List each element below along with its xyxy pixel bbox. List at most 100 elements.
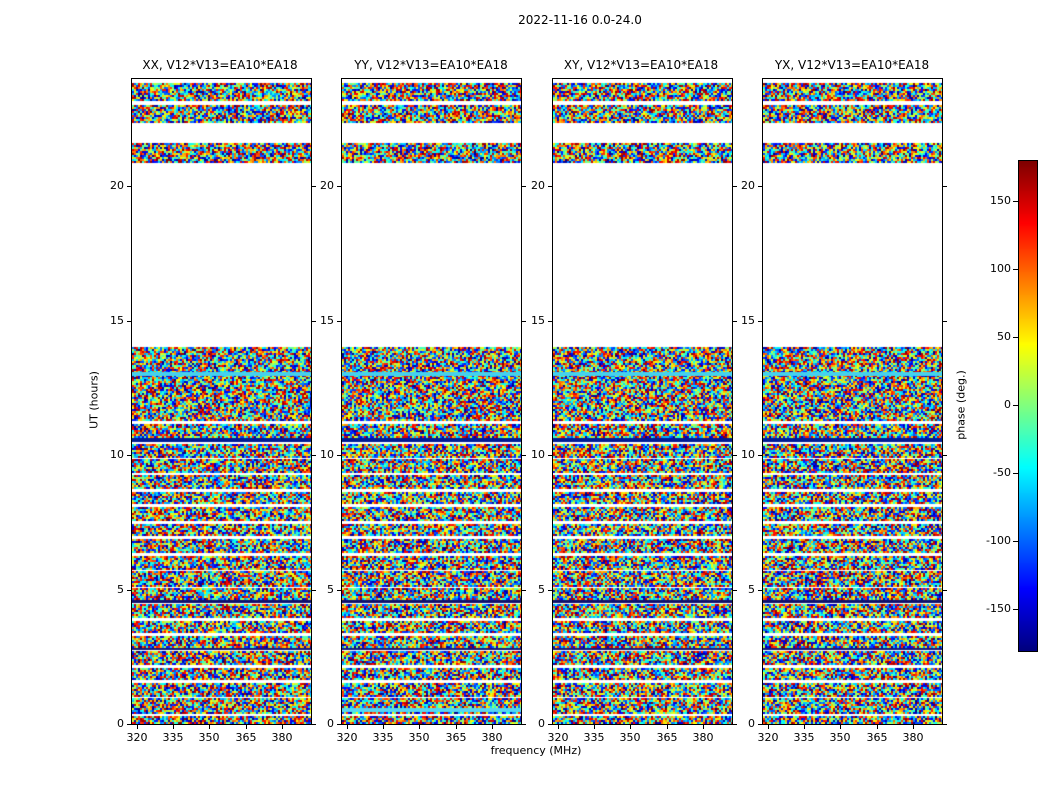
x-tick [282,725,283,729]
y-tick [943,590,947,591]
heatmap-canvas-xx [132,79,311,724]
y-tick [943,186,947,187]
heatmap-canvas-yx [763,79,942,724]
y-tick [127,321,131,322]
x-tick-label: 365 [656,731,678,744]
heatmap-panel-yy [341,78,522,725]
y-tick [733,455,737,456]
heatmap-canvas-yy [342,79,521,724]
y-tick [548,321,552,322]
x-tick-label: 335 [793,731,815,744]
y-tick [522,455,526,456]
panel-title-yy: YY, V12*V13=EA10*EA18 [354,58,508,72]
y-tick-label: 5 [117,583,124,596]
x-tick [667,725,668,729]
y-tick-label: 15 [531,314,545,327]
panel-title-yx: YX, V12*V13=EA10*EA18 [774,58,930,72]
x-tick-label: 350 [829,731,851,744]
y-tick [943,455,947,456]
y-tick [733,186,737,187]
y-tick-label: 20 [110,179,124,192]
y-tick-label: 10 [110,448,124,461]
x-tick-label: 365 [445,731,467,744]
y-tick [522,186,526,187]
y-tick [337,724,341,725]
x-tick-label: 350 [198,731,220,744]
x-tick-label: 380 [692,731,714,744]
heatmap-panel-xy [552,78,733,725]
x-tick-label: 320 [126,731,148,744]
y-tick-label: 0 [117,717,124,730]
y-tick [337,186,341,187]
y-axis-label: UT (hours) [87,371,101,429]
colorbar-tick [1013,473,1018,474]
colorbar-label: phase (deg.) [954,370,968,440]
y-tick [312,455,316,456]
panel-title-xx: XX, V12*V13=EA10*EA18 [142,58,298,72]
heatmap-canvas-xy [553,79,732,724]
x-tick [456,725,457,729]
y-tick-label: 0 [748,717,755,730]
x-tick-label: 320 [547,731,569,744]
colorbar-tick-label: 50 [997,330,1011,343]
y-tick-label: 0 [538,717,545,730]
x-tick-label: 380 [271,731,293,744]
y-tick-label: 15 [320,314,334,327]
x-tick [594,725,595,729]
x-tick-label: 320 [757,731,779,744]
x-tick [383,725,384,729]
y-tick-label: 15 [110,314,124,327]
x-tick [173,725,174,729]
y-tick [312,321,316,322]
y-tick [312,186,316,187]
colorbar-tick-label: 100 [990,262,1011,275]
colorbar-tick-label: 0 [1004,398,1011,411]
y-tick-label: 5 [538,583,545,596]
colorbar-tick-label: -50 [993,466,1011,479]
x-tick-label: 335 [583,731,605,744]
y-tick [758,186,762,187]
y-tick [337,321,341,322]
x-axis-label: frequency (MHz) [490,744,582,757]
x-tick [492,725,493,729]
y-tick-label: 0 [327,717,334,730]
heatmap-panel-xx [131,78,312,725]
x-tick [347,725,348,729]
x-tick [840,725,841,729]
y-tick [522,321,526,322]
y-tick [733,590,737,591]
colorbar-tick-label: 150 [990,194,1011,207]
y-tick-label: 10 [320,448,334,461]
heatmap-panel-yx [762,78,943,725]
y-tick [548,186,552,187]
y-tick [758,321,762,322]
y-tick [522,724,526,725]
colorbar-tick [1013,269,1018,270]
y-tick [312,724,316,725]
y-tick [943,321,947,322]
colorbar-tick [1013,337,1018,338]
y-tick [943,724,947,725]
colorbar-canvas [1019,161,1037,651]
x-tick [630,725,631,729]
x-tick-label: 350 [619,731,641,744]
y-tick-label: 10 [741,448,755,461]
colorbar [1018,160,1038,652]
x-tick-label: 365 [866,731,888,744]
x-tick-label: 365 [235,731,257,744]
x-tick-label: 320 [336,731,358,744]
x-tick [419,725,420,729]
x-tick [768,725,769,729]
x-tick [804,725,805,729]
y-tick [312,590,316,591]
x-tick [913,725,914,729]
y-tick [522,590,526,591]
colorbar-tick-label: -150 [986,602,1011,615]
colorbar-tick [1013,541,1018,542]
y-tick [548,724,552,725]
x-tick-label: 335 [162,731,184,744]
colorbar-tick [1013,609,1018,610]
x-tick [877,725,878,729]
y-tick-label: 15 [741,314,755,327]
